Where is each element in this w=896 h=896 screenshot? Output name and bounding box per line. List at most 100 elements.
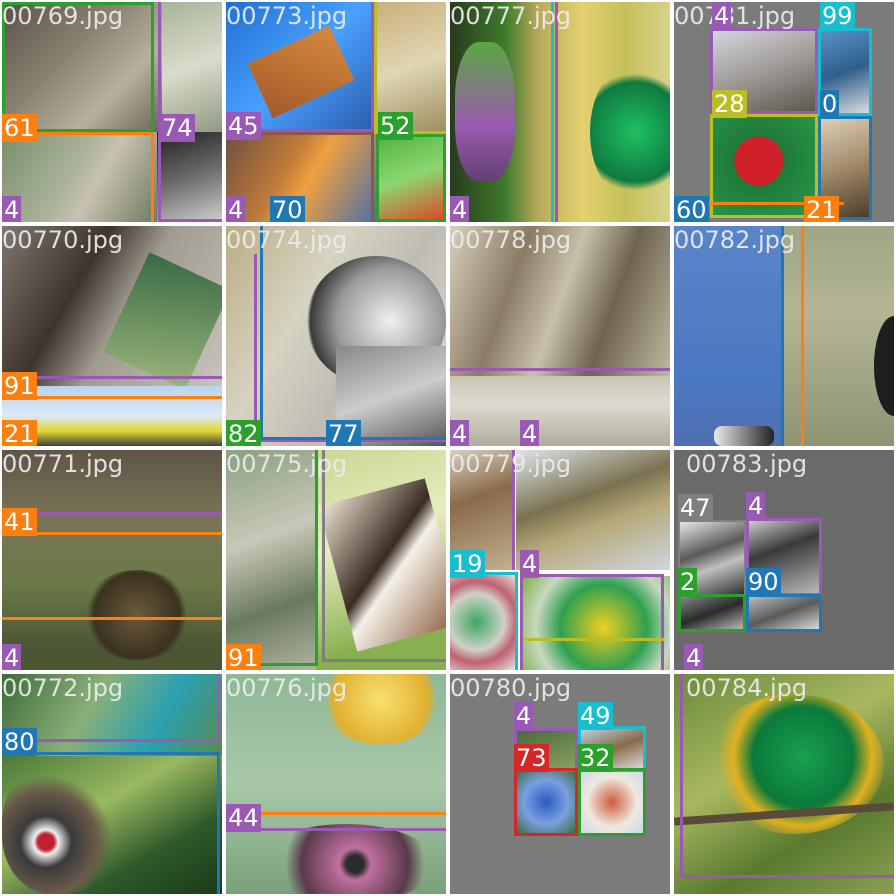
bounding-box bbox=[2, 512, 222, 522]
box-label: 4 bbox=[450, 196, 470, 222]
photo-region bbox=[450, 574, 516, 670]
filename-label: 00774.jpg bbox=[226, 226, 348, 254]
tile-00775: 00775.jpg 91 bbox=[226, 450, 446, 670]
photo-region bbox=[714, 426, 774, 446]
bounding-box bbox=[322, 450, 446, 662]
photo-region bbox=[522, 576, 670, 670]
filename-label: 00771.jpg bbox=[2, 450, 124, 478]
filename-label: 00779.jpg bbox=[450, 450, 572, 478]
bounding-box bbox=[376, 134, 446, 222]
box-label: 82 bbox=[226, 420, 261, 446]
box-label: 2 bbox=[678, 568, 698, 596]
box-label: 73 bbox=[514, 744, 549, 772]
bounding-box bbox=[680, 674, 894, 878]
photo-region bbox=[82, 570, 192, 660]
tile-00784: 00784.jpg bbox=[674, 674, 894, 894]
bounding-box bbox=[710, 114, 818, 218]
photo-region bbox=[2, 764, 112, 894]
photo-region bbox=[2, 2, 162, 132]
filename-label: 00777.jpg bbox=[450, 2, 572, 30]
photo-region bbox=[580, 770, 644, 834]
tile-00770: 00770.jpg 91 21 bbox=[2, 226, 222, 446]
bounding-box bbox=[540, 2, 558, 222]
bounding-box bbox=[512, 450, 522, 570]
box-label: 21 bbox=[2, 420, 37, 446]
bounding-box bbox=[2, 752, 220, 894]
bounding-box bbox=[678, 594, 746, 632]
box-label: 47 bbox=[678, 494, 713, 522]
bounding-box bbox=[260, 226, 446, 440]
tile-00782: 00782.jpg bbox=[674, 226, 894, 446]
tile-00772: 00772.jpg 80 bbox=[2, 674, 222, 894]
box-label: 19 bbox=[450, 550, 485, 578]
filename-label: 00780.jpg bbox=[450, 674, 572, 702]
filename-label: 00775.jpg bbox=[226, 450, 348, 478]
photo-region bbox=[450, 376, 670, 446]
tile-00777: 00777.jpg 4 bbox=[450, 2, 670, 222]
bounding-box bbox=[2, 376, 222, 386]
filename-label: 00782.jpg bbox=[674, 226, 796, 254]
photo-region bbox=[376, 2, 446, 132]
filename-label: 00769.jpg bbox=[2, 2, 124, 30]
box-label: 21 bbox=[804, 196, 839, 222]
filename-label: 00783.jpg bbox=[686, 450, 808, 478]
photo-region bbox=[516, 770, 576, 834]
photo-region bbox=[455, 42, 515, 182]
photo-region bbox=[226, 450, 316, 670]
bounding-box bbox=[226, 2, 374, 132]
bounding-box bbox=[818, 116, 872, 220]
box-label: 44 bbox=[226, 804, 261, 832]
box-label: 4 bbox=[520, 420, 540, 446]
photo-region bbox=[157, 132, 222, 222]
box-label: 91 bbox=[226, 644, 261, 670]
photo-region bbox=[2, 674, 222, 756]
filename-label: 00776.jpg bbox=[226, 674, 348, 702]
bounding-box bbox=[524, 638, 664, 648]
filename-label: 00773.jpg bbox=[226, 2, 348, 30]
tile-00783: 00783.jpg 47 4 2 90 4 bbox=[674, 450, 894, 670]
box-label: 74 bbox=[160, 114, 195, 142]
photo-region bbox=[748, 596, 820, 630]
tile-00773: 00773.jpg 45 52 4 70 bbox=[226, 2, 446, 222]
filename-label: 00784.jpg bbox=[686, 674, 808, 702]
photo-region bbox=[316, 674, 446, 744]
filename-label: 00770.jpg bbox=[2, 226, 124, 254]
bounding-box bbox=[514, 768, 578, 836]
bounding-box bbox=[520, 574, 664, 670]
filename-label: 00781.jpg bbox=[674, 2, 796, 30]
photo-region bbox=[162, 2, 222, 132]
bounding-box bbox=[450, 572, 518, 670]
photo-region bbox=[516, 450, 670, 570]
box-label: 28 bbox=[712, 90, 747, 118]
box-label: 61 bbox=[2, 114, 37, 142]
box-label: 60 bbox=[674, 196, 709, 222]
bounding-box bbox=[532, 2, 554, 222]
box-label: 90 bbox=[746, 568, 781, 596]
photo-region bbox=[712, 116, 816, 216]
photo-region bbox=[450, 226, 670, 376]
photo-region bbox=[2, 132, 157, 222]
bounding-box bbox=[710, 28, 818, 114]
photo-region bbox=[874, 316, 894, 416]
photo-region bbox=[376, 132, 446, 222]
photo-region bbox=[674, 226, 784, 446]
tile-00769: 00769.jpg 61 74 4 bbox=[2, 2, 222, 222]
photo-region bbox=[590, 62, 670, 202]
box-label: 4 bbox=[450, 420, 470, 446]
box-label: 70 bbox=[270, 196, 305, 222]
bounding-box bbox=[158, 2, 222, 222]
bounding-box bbox=[226, 450, 318, 666]
box-label: 52 bbox=[378, 112, 413, 140]
box-label: 91 bbox=[2, 372, 37, 400]
box-label: 45 bbox=[226, 112, 261, 140]
bounding-box bbox=[674, 226, 804, 446]
filename-label: 00772.jpg bbox=[2, 674, 124, 702]
bounding-box bbox=[226, 812, 446, 822]
bounding-box bbox=[226, 828, 446, 838]
photo-region bbox=[680, 596, 744, 630]
bounding-box bbox=[578, 768, 646, 836]
photo-region bbox=[256, 824, 436, 894]
box-label: 4 bbox=[746, 492, 766, 520]
bounding-box bbox=[746, 594, 822, 632]
